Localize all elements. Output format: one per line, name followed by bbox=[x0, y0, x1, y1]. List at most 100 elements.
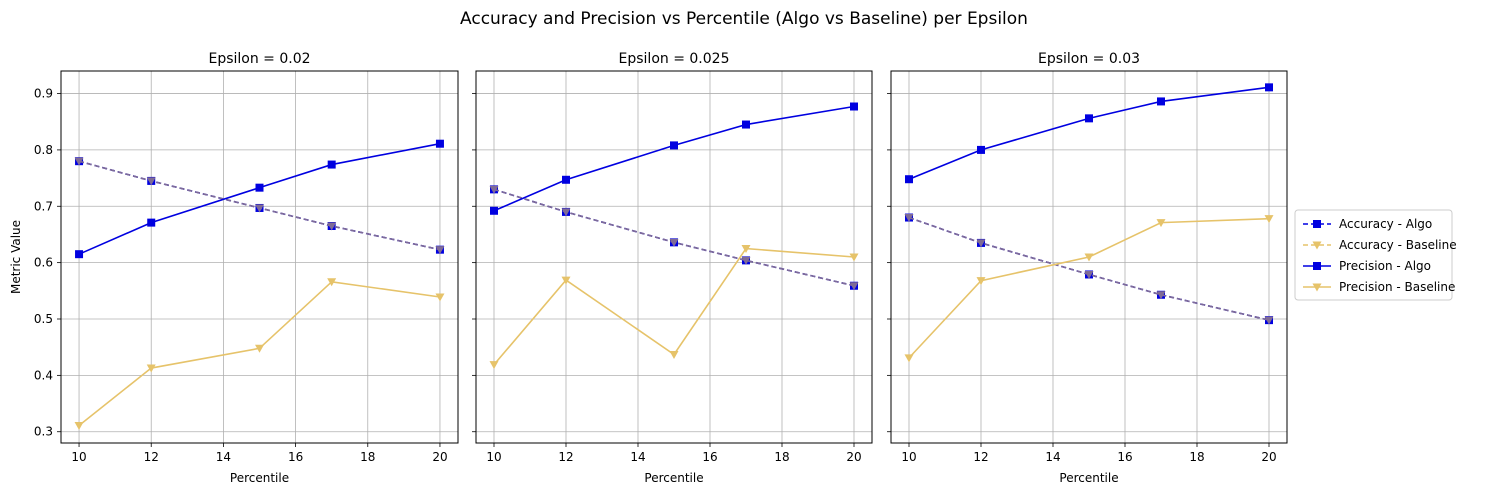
series-line-acc_algo bbox=[908, 216, 1270, 321]
point-prec_base bbox=[1084, 253, 1094, 262]
point-prec_base bbox=[669, 351, 679, 360]
point-acc_base bbox=[849, 282, 859, 291]
x-tick-label: 12 bbox=[558, 450, 573, 464]
x-tick-label: 12 bbox=[973, 450, 988, 464]
series-line-prec_base bbox=[908, 217, 1270, 359]
panel-title: Epsilon = 0.02 bbox=[208, 51, 310, 67]
legend-label: Accuracy - Baseline bbox=[1339, 238, 1457, 252]
point-prec_algo bbox=[255, 183, 264, 192]
point-prec_base bbox=[1156, 219, 1166, 228]
point-prec_base bbox=[327, 278, 337, 287]
x-tick-label: 10 bbox=[71, 450, 86, 464]
point-prec_base bbox=[255, 344, 264, 353]
point-prec_base bbox=[489, 361, 499, 370]
point-acc_base bbox=[146, 177, 156, 186]
point-acc_base bbox=[904, 214, 914, 223]
y-tick-label: 0.9 bbox=[34, 87, 53, 101]
point-prec_base bbox=[904, 354, 914, 363]
legend: Accuracy - Algo Accuracy - Baseline Precis… bbox=[1294, 209, 1457, 301]
x-tick-label: 20 bbox=[846, 450, 861, 464]
point-acc_base bbox=[1084, 270, 1094, 279]
x-tick-label: 18 bbox=[360, 450, 375, 464]
point-prec_algo bbox=[490, 206, 498, 215]
point-acc_base bbox=[489, 185, 499, 194]
x-axis-label: Percentile bbox=[1059, 471, 1118, 485]
legend-label: Precision - Algo bbox=[1339, 259, 1431, 273]
y-tick-label: 0.6 bbox=[34, 256, 53, 270]
point-prec_base bbox=[146, 364, 156, 373]
point-acc_base bbox=[976, 239, 986, 248]
point-prec_algo bbox=[562, 175, 570, 184]
x-tick-label: 18 bbox=[774, 450, 789, 464]
point-prec_algo bbox=[435, 139, 444, 148]
x-axis-label: Percentile bbox=[230, 471, 289, 485]
x-tick-label: 16 bbox=[1117, 450, 1132, 464]
axes-frame bbox=[60, 70, 459, 444]
point-prec_base bbox=[849, 253, 859, 262]
y-tick-label: 0.3 bbox=[34, 425, 53, 439]
point-prec_base bbox=[976, 277, 986, 286]
point-acc_base bbox=[327, 222, 337, 231]
legend-marker bbox=[1312, 283, 1322, 292]
x-tick-label: 20 bbox=[1261, 450, 1276, 464]
point-prec_algo bbox=[327, 160, 336, 169]
x-tick-label: 14 bbox=[1045, 450, 1060, 464]
x-tick-label: 14 bbox=[630, 450, 645, 464]
point-prec_algo bbox=[742, 120, 750, 129]
series-line-prec_base bbox=[78, 280, 441, 427]
point-acc_base bbox=[74, 157, 84, 166]
legend-marker bbox=[1312, 241, 1322, 250]
x-tick-label: 16 bbox=[702, 450, 717, 464]
point-prec_algo bbox=[75, 250, 84, 259]
legend-label: Precision - Baseline bbox=[1339, 280, 1455, 294]
legend-box bbox=[1294, 209, 1453, 301]
panel-2: 10 12 14 16 18 20 Epsilon = 0.025 Percentile bbox=[472, 51, 873, 485]
axes-frame bbox=[890, 70, 1288, 444]
panel-title: Epsilon = 0.03 bbox=[1038, 51, 1140, 67]
point-acc_base bbox=[1264, 316, 1274, 325]
point-prec_algo bbox=[147, 218, 156, 227]
point-prec_algo bbox=[977, 145, 985, 154]
point-acc_base bbox=[255, 204, 264, 213]
legend-label: Accuracy - Algo bbox=[1339, 217, 1432, 231]
point-acc_base bbox=[561, 208, 571, 217]
panel-3: 10 12 14 16 18 20 Epsilon = 0.03 Percentile bbox=[887, 51, 1288, 485]
y-tick-label: 0.5 bbox=[34, 312, 53, 326]
series-line-prec_algo bbox=[908, 86, 1270, 180]
y-tick-label: 0.8 bbox=[34, 143, 53, 157]
point-prec_algo bbox=[1157, 97, 1165, 106]
series-line-prec_algo bbox=[493, 105, 855, 212]
series-line-acc_base bbox=[493, 188, 855, 287]
point-acc_base bbox=[669, 238, 679, 247]
point-prec_base bbox=[741, 245, 751, 254]
x-tick-label: 10 bbox=[901, 450, 916, 464]
point-prec_algo bbox=[905, 175, 913, 184]
x-tick-label: 20 bbox=[432, 450, 447, 464]
point-acc_base bbox=[741, 256, 751, 265]
x-tick-label: 18 bbox=[1189, 450, 1204, 464]
x-tick-label: 10 bbox=[486, 450, 501, 464]
point-prec_base bbox=[74, 422, 84, 431]
point-prec_algo bbox=[670, 141, 678, 150]
axes-frame bbox=[475, 70, 873, 444]
x-tick-label: 12 bbox=[144, 450, 159, 464]
point-prec_algo bbox=[1265, 83, 1273, 92]
series-line-acc_algo bbox=[493, 188, 855, 287]
point-prec_base bbox=[561, 276, 571, 285]
panel-title: Epsilon = 0.025 bbox=[619, 51, 730, 67]
panel-1: 10 12 14 16 18 20 0.3 0.4 0.5 0.6 0.7 0.8 0.9 Epsilon… bbox=[9, 51, 459, 485]
panels: 10 12 14 16 18 20 0.3 0.4 0.5 0.6 0.7 0.8 0.9 Epsilon… bbox=[9, 51, 1288, 485]
point-prec_base bbox=[1264, 215, 1274, 224]
series-line-prec_base bbox=[493, 247, 855, 366]
y-tick-label: 0.4 bbox=[34, 368, 53, 382]
legend-marker bbox=[1313, 220, 1321, 228]
figure-title: Accuracy and Precision vs Percentile (Al… bbox=[460, 9, 1028, 29]
y-axis-label: Metric Value bbox=[9, 220, 23, 294]
point-acc_base bbox=[435, 246, 445, 255]
x-tick-label: 14 bbox=[216, 450, 231, 464]
point-prec_base bbox=[435, 293, 445, 302]
point-prec_algo bbox=[1085, 114, 1093, 123]
y-tick-label: 0.7 bbox=[34, 199, 53, 213]
series-line-acc_base bbox=[908, 216, 1270, 321]
